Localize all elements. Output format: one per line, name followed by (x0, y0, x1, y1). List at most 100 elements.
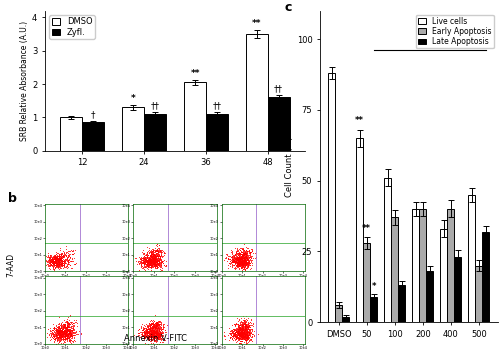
Point (56, 260, 64, 266)
Point (150, 333, 158, 339)
Point (242, 260, 250, 265)
Point (66, 331, 74, 337)
Point (48, 327, 56, 333)
Point (59, 340, 67, 346)
Point (60, 333, 68, 339)
Point (239, 326, 247, 332)
Point (239, 264, 247, 270)
Point (240, 251, 248, 257)
Point (242, 333, 250, 339)
Point (157, 330, 165, 335)
Point (52, 255, 60, 261)
Point (148, 324, 156, 330)
Point (63, 338, 71, 344)
Point (140, 266, 148, 271)
Point (46, 328, 54, 333)
Point (144, 257, 152, 262)
Point (62, 318, 70, 324)
Point (232, 251, 240, 257)
Point (141, 340, 149, 346)
Point (59, 258, 67, 264)
Point (53, 264, 61, 270)
Point (144, 263, 152, 268)
Point (146, 322, 154, 328)
Point (153, 241, 161, 247)
Point (244, 336, 252, 342)
Point (234, 257, 242, 262)
Point (55, 331, 63, 337)
Point (144, 326, 152, 332)
Point (243, 261, 251, 266)
Point (63, 329, 71, 334)
Point (238, 333, 246, 339)
Point (148, 333, 156, 339)
Point (238, 339, 246, 344)
Point (154, 255, 162, 261)
Point (144, 257, 152, 263)
Point (50, 256, 58, 262)
Point (152, 260, 160, 265)
Point (50, 336, 58, 342)
Point (64, 321, 72, 326)
Point (53, 262, 61, 267)
Point (156, 327, 164, 333)
Point (149, 260, 157, 266)
Point (46, 260, 54, 266)
Text: 7-AAD: 7-AAD (6, 253, 16, 277)
Point (154, 321, 162, 327)
Point (64, 327, 72, 333)
Point (238, 326, 246, 332)
Point (51, 253, 59, 259)
Point (154, 262, 162, 268)
Point (58, 255, 66, 261)
Point (57, 330, 65, 335)
Point (56, 257, 64, 263)
Point (144, 259, 152, 265)
Point (63, 324, 71, 329)
Point (242, 323, 250, 329)
Point (53, 270, 61, 276)
Point (150, 334, 158, 339)
Point (148, 333, 156, 339)
Point (142, 331, 150, 337)
Point (150, 258, 158, 264)
Point (244, 324, 252, 330)
Point (154, 248, 162, 254)
Point (148, 333, 156, 339)
Point (152, 327, 160, 333)
Point (141, 332, 149, 338)
Point (224, 260, 232, 265)
Point (146, 339, 154, 344)
Point (244, 252, 252, 258)
Point (60, 334, 68, 340)
Point (57, 252, 65, 258)
Point (234, 255, 242, 261)
Point (65, 335, 73, 340)
Point (54, 329, 62, 335)
Point (236, 330, 244, 336)
Point (56, 255, 64, 261)
Point (140, 260, 147, 265)
Point (62, 333, 70, 339)
Point (66, 258, 74, 263)
Point (235, 328, 243, 334)
Point (152, 256, 160, 262)
Point (152, 334, 160, 339)
Point (236, 325, 244, 331)
Point (61, 330, 69, 336)
Point (240, 253, 248, 258)
Point (52, 255, 60, 260)
Point (146, 260, 154, 265)
Point (145, 255, 153, 261)
Point (151, 258, 159, 263)
Point (151, 324, 159, 330)
Text: ††: †† (150, 101, 160, 110)
Point (66, 336, 74, 342)
Point (227, 330, 235, 336)
Point (148, 331, 156, 337)
Point (240, 258, 248, 264)
Point (60, 330, 68, 335)
Point (153, 319, 161, 325)
Point (236, 255, 244, 261)
Point (220, 257, 228, 263)
